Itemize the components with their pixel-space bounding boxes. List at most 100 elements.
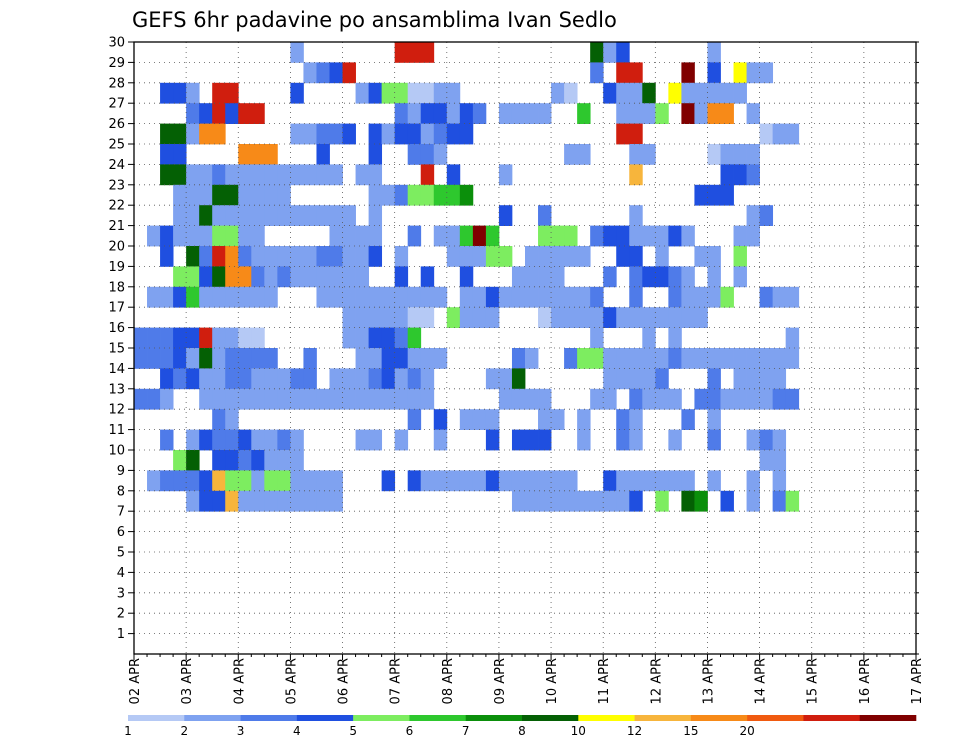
chart-title: GEFS 6hr padavine po ansamblima Ivan Sed… — [132, 8, 617, 32]
heatmap-cell — [303, 205, 317, 226]
heatmap-cell — [212, 409, 226, 430]
heatmap-cell — [368, 327, 383, 349]
heatmap-cell — [472, 409, 487, 430]
heatmap-cell — [538, 103, 552, 124]
x-tick-label: 12 APR — [649, 658, 664, 704]
heatmap-cell — [785, 286, 800, 308]
heatmap-cell — [538, 286, 552, 308]
heatmap-cell — [681, 307, 695, 328]
heatmap-cell — [564, 82, 578, 104]
heatmap-cell — [459, 123, 474, 145]
y-tick-label: 7 — [117, 505, 125, 520]
heatmap-cell — [251, 266, 265, 288]
heatmap-cell — [264, 450, 278, 471]
heatmap-cell — [668, 327, 682, 349]
heatmap-cell — [525, 388, 539, 410]
x-tick-label: 03 APR — [180, 658, 195, 704]
heatmap-cell — [577, 246, 591, 267]
heatmap-cell — [720, 82, 734, 104]
heatmap-cell — [772, 388, 787, 410]
heatmap-cell — [538, 266, 552, 288]
heatmap-cell — [707, 103, 721, 124]
heatmap-cell — [694, 388, 708, 410]
heatmap-cell — [746, 388, 760, 410]
heatmap-cell — [642, 266, 656, 288]
heatmap-cell — [472, 286, 487, 308]
heatmap-cell — [212, 327, 226, 349]
heatmap-cell — [733, 82, 747, 104]
heatmap-cell — [485, 246, 500, 267]
heatmap-cell — [329, 266, 343, 288]
heatmap-cell — [199, 327, 213, 349]
heatmap-cell — [655, 266, 669, 288]
heatmap-cell — [238, 286, 252, 308]
heatmap-cell — [394, 368, 409, 390]
heatmap-cell — [238, 490, 252, 512]
heatmap-cell — [485, 470, 500, 492]
heatmap-cell — [277, 246, 291, 267]
heatmap-cell — [329, 388, 343, 410]
heatmap-cell — [251, 286, 265, 308]
heatmap-cell — [694, 103, 708, 124]
heatmap-cell — [642, 368, 656, 390]
heatmap-cell — [160, 82, 174, 104]
x-tick-label: 04 APR — [232, 658, 247, 704]
heatmap-cell — [694, 286, 708, 308]
heatmap-cell — [759, 368, 774, 390]
heatmap-cell — [355, 327, 369, 349]
heatmap-cell — [733, 368, 747, 390]
heatmap-cell — [785, 388, 800, 410]
heatmap-cell — [459, 470, 474, 492]
heatmap-cell — [212, 205, 226, 226]
heatmap-cell — [707, 42, 721, 63]
heatmap-cell — [629, 429, 643, 451]
heatmap-cell — [746, 144, 760, 165]
heatmap-cell — [433, 103, 448, 124]
heatmap-cell — [212, 450, 226, 471]
heatmap-cell — [212, 123, 226, 145]
heatmap-cell — [225, 246, 239, 267]
heatmap-cell — [134, 348, 148, 369]
colorbar-segment — [184, 715, 241, 721]
heatmap-cell — [629, 388, 643, 410]
heatmap-cell — [668, 82, 682, 104]
heatmap-cell — [629, 164, 643, 186]
y-tick-label: 4 — [117, 566, 125, 581]
heatmap-cell — [407, 123, 422, 145]
heatmap-cell — [564, 225, 578, 247]
heatmap-cell — [186, 184, 200, 206]
heatmap-cell — [772, 429, 787, 451]
colorbar-label: 8 — [518, 724, 526, 738]
heatmap-cell — [603, 42, 617, 63]
heatmap-cell — [733, 266, 747, 288]
colorbar-label: 4 — [293, 724, 301, 738]
heatmap-cell — [420, 184, 435, 206]
colorbar: 1 2 3 4 5 6 7 8 10 12 15 20 — [124, 715, 917, 738]
heatmap-cell — [746, 429, 760, 451]
heatmap-cell — [577, 409, 591, 430]
heatmap-cell — [199, 286, 213, 308]
heatmap-cell — [212, 184, 226, 206]
heatmap-cell — [707, 184, 721, 206]
heatmap-cell — [355, 246, 369, 267]
heatmap-cell — [707, 348, 721, 369]
heatmap-cell — [238, 205, 252, 226]
heatmap-cell — [277, 429, 291, 451]
heatmap-cell — [525, 266, 539, 288]
heatmap-cell — [290, 388, 304, 410]
heatmap-cell — [511, 103, 526, 124]
heatmap-cell — [212, 348, 226, 369]
heatmap-cell — [681, 490, 695, 512]
colorbar-label: 1 — [124, 724, 132, 738]
y-tick-label: 3 — [117, 586, 125, 601]
heatmap-cell — [694, 184, 708, 206]
heatmap-cell — [329, 470, 343, 492]
heatmap-cell — [433, 348, 448, 369]
heatmap-cell — [368, 368, 383, 390]
heatmap-cell — [629, 225, 643, 247]
heatmap-cell — [407, 225, 422, 247]
heatmap-cell — [160, 123, 174, 145]
heatmap-cell — [525, 348, 539, 369]
heatmap-cell — [264, 470, 278, 492]
heatmap-cell — [407, 144, 422, 165]
